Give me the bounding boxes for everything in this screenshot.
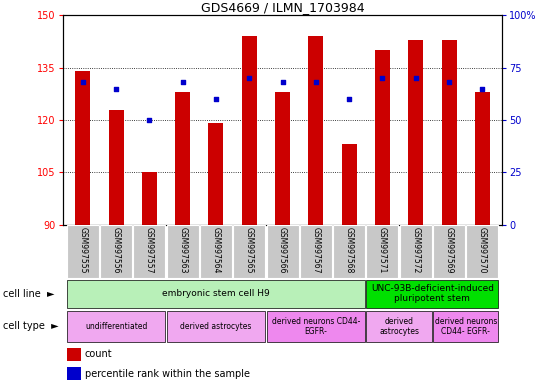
Text: derived
astrocytes: derived astrocytes [379,317,419,336]
Text: percentile rank within the sample: percentile rank within the sample [85,369,250,379]
Text: GSM997564: GSM997564 [211,227,221,273]
Text: embryonic stem cell H9: embryonic stem cell H9 [162,289,270,298]
Bar [109,109,123,225]
Point [145,117,154,123]
Bar [209,124,223,225]
Bar [75,71,90,225]
Point [411,75,420,81]
Bar [375,50,390,225]
Bar [442,40,456,225]
Text: GSM997557: GSM997557 [145,227,154,273]
Text: undifferentiated: undifferentiated [85,322,147,331]
Text: count: count [85,349,112,359]
Bar [300,225,332,278]
Text: GSM997570: GSM997570 [478,227,487,273]
Bar [308,36,323,225]
Text: GSM997571: GSM997571 [378,227,387,273]
Bar [433,225,465,278]
Point [245,75,254,81]
Bar [200,225,232,278]
Bar [400,225,432,278]
Bar [67,280,365,308]
Text: GSM997565: GSM997565 [245,227,254,273]
Bar [433,311,498,342]
Bar [100,225,132,278]
Bar [67,225,99,278]
Bar [242,36,257,225]
Bar [233,225,265,278]
Bar [133,225,165,278]
Bar [408,40,423,225]
Bar [366,280,498,308]
Bar [366,311,432,342]
Bar [142,172,157,225]
Point [311,79,320,85]
Bar [275,92,290,225]
Bar [167,311,265,342]
Bar [333,225,365,278]
Bar [342,144,357,225]
Bar [366,225,399,278]
Bar [475,92,490,225]
Bar [67,311,165,342]
Bar [175,92,190,225]
Title: GDS4669 / ILMN_1703984: GDS4669 / ILMN_1703984 [201,1,364,14]
Text: GSM997568: GSM997568 [345,227,354,273]
Point [112,86,121,92]
Point [345,96,353,102]
Text: GSM997555: GSM997555 [78,227,87,273]
Text: GSM997569: GSM997569 [444,227,454,273]
Text: cell line  ►: cell line ► [3,289,55,299]
Text: derived neurons CD44-
EGFR-: derived neurons CD44- EGFR- [272,317,360,336]
Text: GSM997566: GSM997566 [278,227,287,273]
Bar [266,225,299,278]
Bar [167,225,199,278]
Point [179,79,187,85]
Text: derived neurons
CD44- EGFR-: derived neurons CD44- EGFR- [435,317,497,336]
Text: derived astrocytes: derived astrocytes [180,322,252,331]
Text: GSM997572: GSM997572 [411,227,420,273]
Text: GSM997567: GSM997567 [311,227,321,273]
Text: UNC-93B-deficient-induced
pluripotent stem: UNC-93B-deficient-induced pluripotent st… [371,284,494,303]
Bar [266,311,365,342]
Text: GSM997556: GSM997556 [111,227,121,273]
Point [378,75,387,81]
Point [79,79,87,85]
Bar [67,367,81,380]
Text: GSM997563: GSM997563 [178,227,187,273]
Point [278,79,287,85]
Bar [466,225,498,278]
Point [478,86,486,92]
Point [212,96,221,102]
Text: cell type  ►: cell type ► [3,321,59,331]
Point [444,79,453,85]
Bar [67,348,81,361]
